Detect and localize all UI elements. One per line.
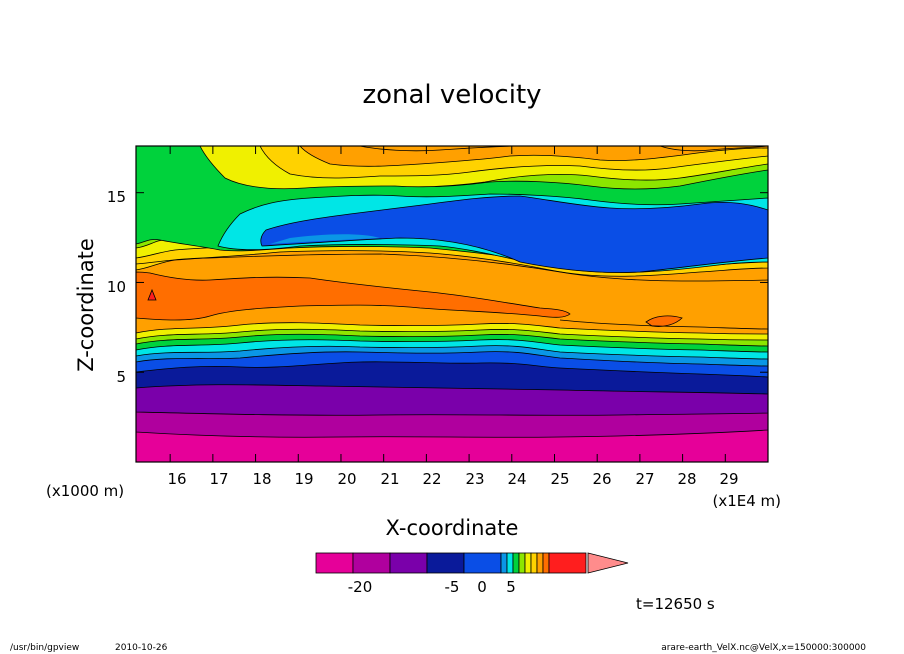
x-tick-label: 16 (167, 470, 186, 488)
band-dark-orange-patch (645, 315, 683, 327)
x-tick-label: 19 (294, 470, 313, 488)
contour-line-mid (136, 253, 768, 282)
colorbar-cell (542, 552, 550, 574)
x-unit-left: (x1000 m) (46, 482, 124, 500)
colorbar-cell (506, 552, 514, 574)
contour-plot (135, 145, 769, 463)
x-tick-label: 25 (550, 470, 569, 488)
colorbar-tick-label: 0 (477, 578, 487, 596)
colorbar-cell (524, 552, 532, 574)
colorbar-cell (548, 552, 587, 574)
chart-title: zonal velocity (362, 80, 541, 110)
colorbar-cell (518, 552, 526, 574)
x-tick-label: 18 (252, 470, 271, 488)
footer-program: /usr/bin/gpview (10, 643, 79, 653)
colorbar-tick-label: 5 (506, 578, 516, 596)
band-light-blue-jet (270, 234, 380, 244)
colorbar: -20 -5 0 5 (315, 552, 629, 596)
plot-frame (135, 145, 769, 463)
y-tick-label: 10 (107, 278, 126, 296)
colorbar-cell (530, 552, 538, 574)
x-tick-label: 22 (422, 470, 441, 488)
x-tick-label: 29 (719, 470, 738, 488)
colorbar-cell (352, 552, 391, 574)
colorbar-cell (463, 552, 502, 574)
colorbar-cells (315, 552, 587, 574)
y-tick-label: 15 (107, 188, 126, 206)
colorbar-tick-label: -20 (348, 578, 373, 596)
colorbar-extend-arrow (587, 552, 629, 574)
colorbar-tick-label: -5 (445, 578, 460, 596)
x-axis-label: X-coordinate (386, 516, 519, 540)
band-blue-jet (260, 195, 768, 273)
colorbar-cell (389, 552, 428, 574)
x-tick-marks (169, 146, 726, 462)
colorbar-cell (536, 552, 544, 574)
x-tick-label: 26 (592, 470, 611, 488)
y-axis-label: Z-coordinate (74, 238, 98, 372)
x-tick-label: 23 (465, 470, 484, 488)
colorbar-cell (315, 552, 354, 574)
colorbar-cell (500, 552, 508, 574)
x-tick-label: 20 (337, 470, 356, 488)
x-unit-right: (x1E4 m) (712, 492, 781, 510)
footer-date: 2010-10-26 (115, 643, 168, 653)
colorbar-cell (426, 552, 465, 574)
contour-line-top-right (659, 146, 768, 152)
contour-line-mid-2 (559, 319, 768, 330)
band-red-patch (147, 288, 157, 301)
y-tick-labels: 5 10 15 (107, 188, 126, 386)
time-label: t=12650 s (636, 595, 715, 613)
x-tick-labels: 16 17 18 19 20 21 22 23 24 25 26 27 28 2… (167, 470, 738, 488)
y-tick-marks (136, 192, 768, 373)
x-tick-label: 17 (209, 470, 228, 488)
band-dark-orange-low (136, 271, 571, 321)
x-tick-label: 27 (635, 470, 654, 488)
footer-source: arare-earth_VelX.nc@VelX,x=150000:300000 (661, 643, 866, 653)
colorbar-cell (512, 552, 520, 574)
x-tick-label: 21 (380, 470, 399, 488)
x-tick-label: 28 (677, 470, 696, 488)
y-tick-label: 5 (116, 368, 126, 386)
x-tick-label: 24 (507, 470, 526, 488)
